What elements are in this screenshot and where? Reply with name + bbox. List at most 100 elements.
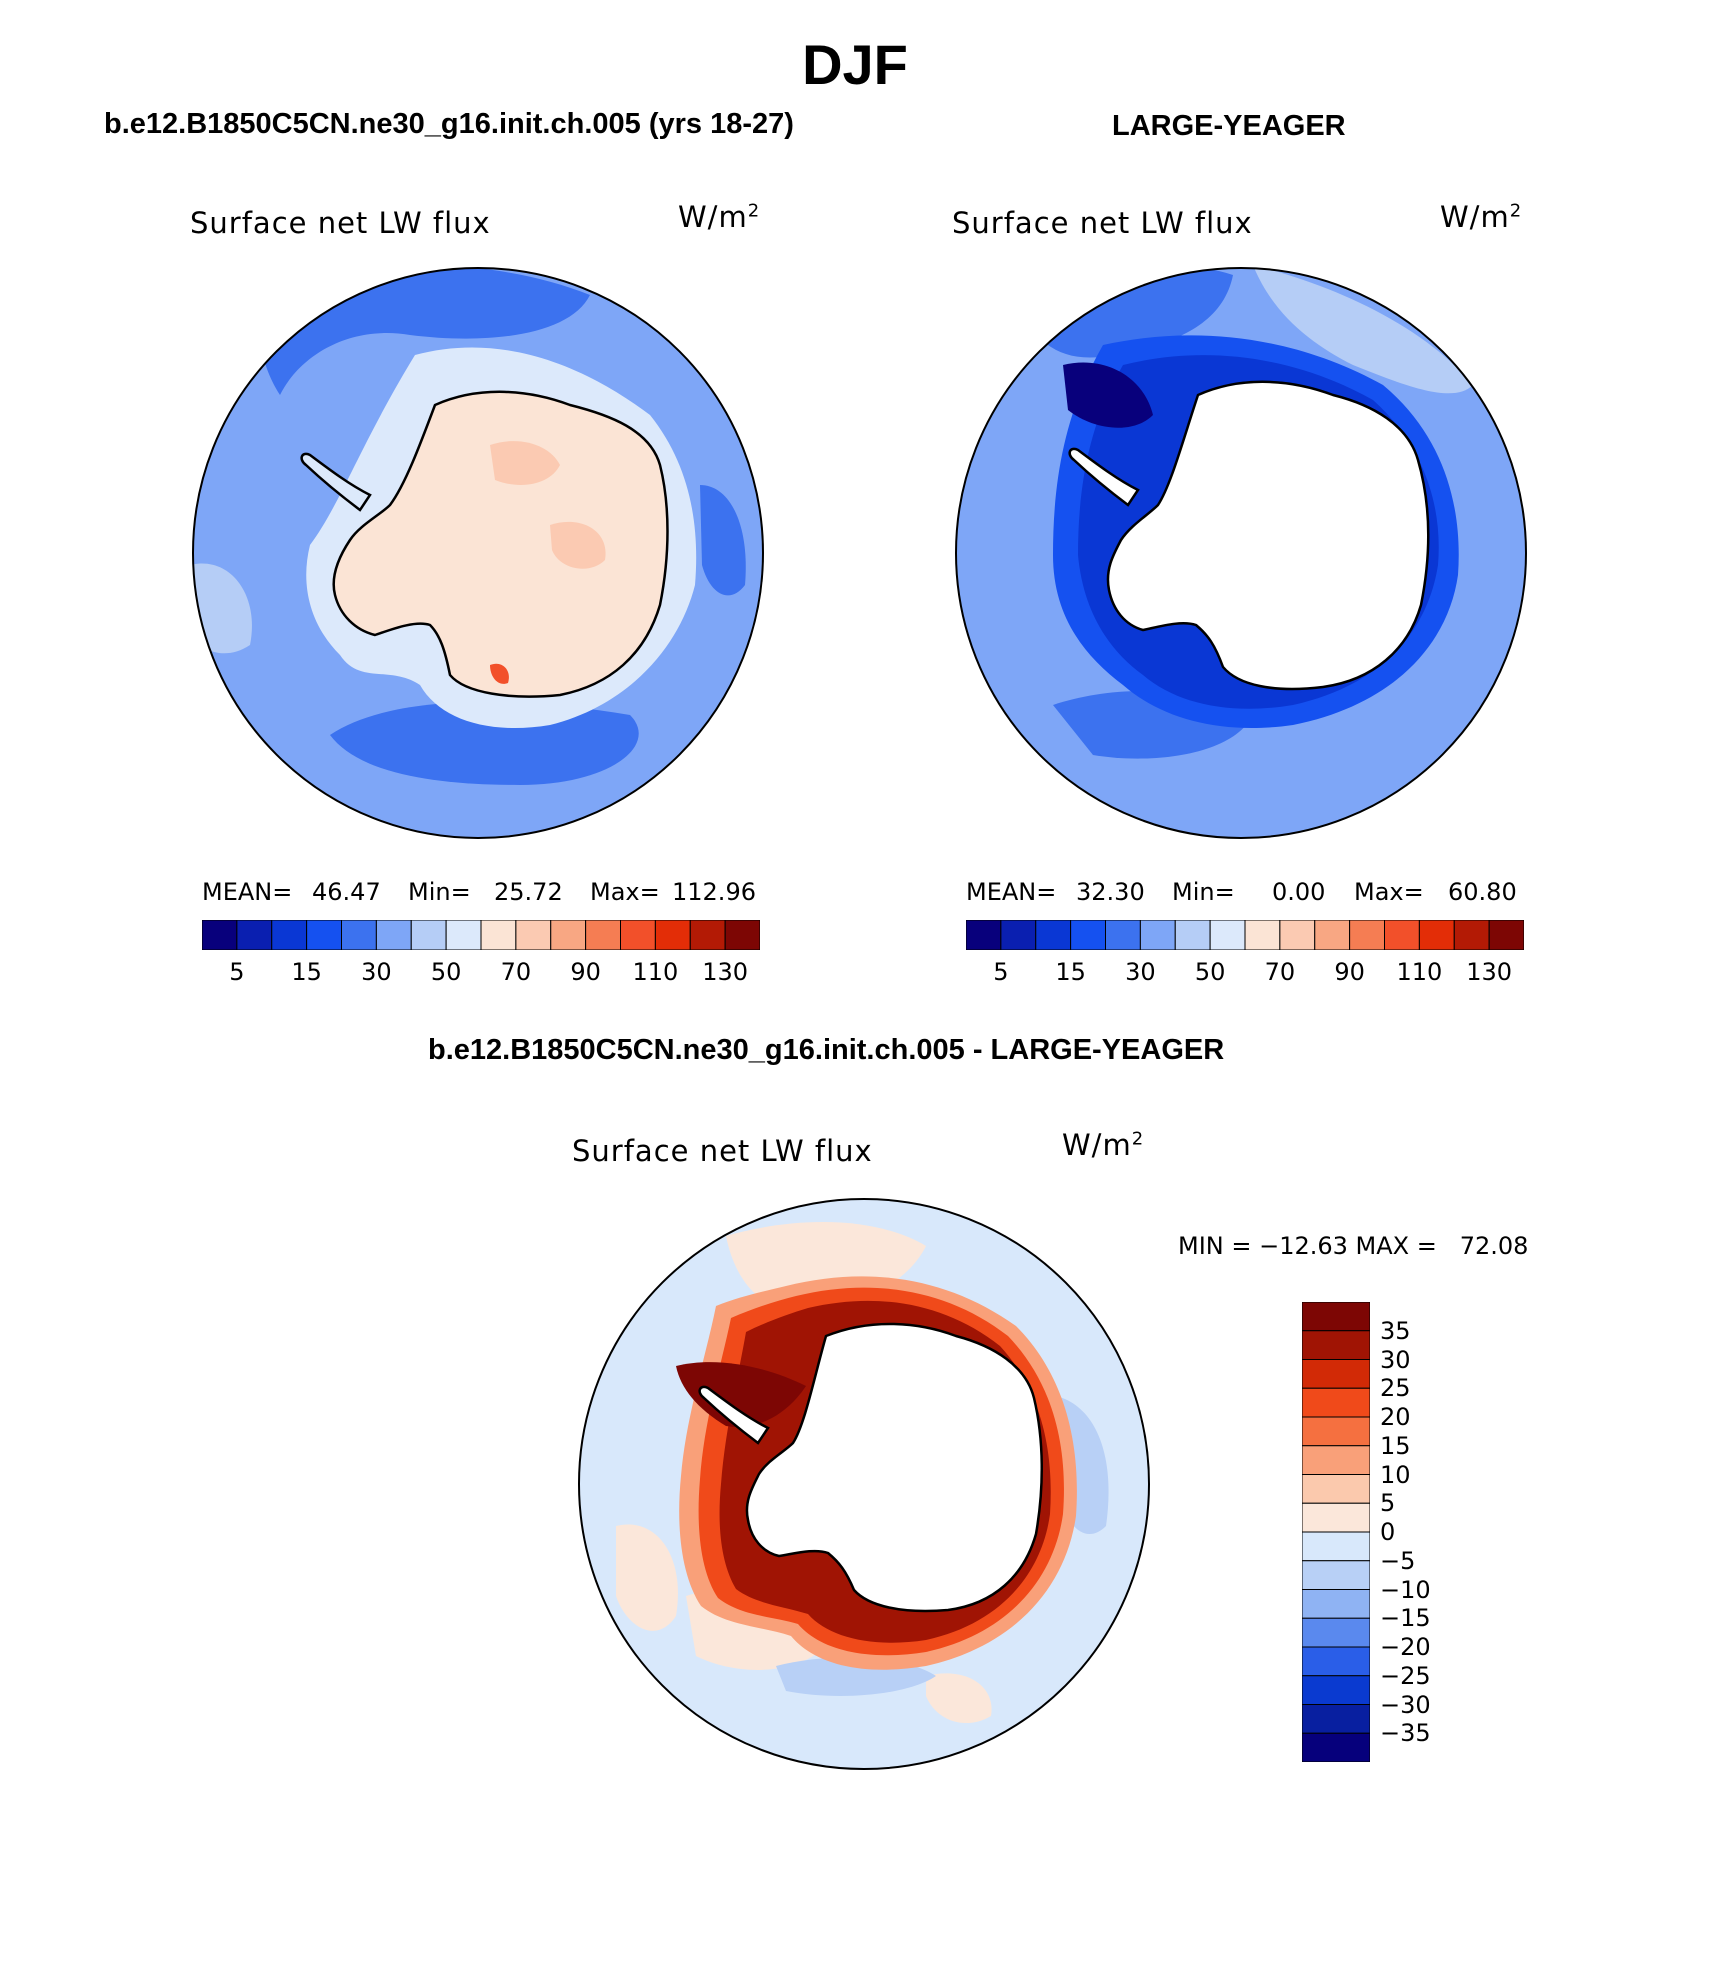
panel2-colorbar-swatch [1000,920,1037,950]
panel1-variable-label: Surface net LW flux [190,206,491,240]
panel3-header: b.e12.B1850C5CN.ne30_g16.init.ch.005 - L… [428,1034,1225,1066]
panel2-colorbar-swatch [1384,920,1420,950]
panel1-colorbar-tick-label: 110 [632,958,679,986]
panel3-colorbar-tick-label: 35 [1380,1316,1411,1345]
panel2-colorbar-tick-label: 5 [993,958,1009,986]
panel2-antarctica [1106,380,1430,691]
panel3-colorbar-tick-label: 5 [1380,1489,1396,1518]
panel3-colorbar-swatch [1302,1531,1370,1562]
panel3-colorbar-tick-label: 20 [1380,1403,1411,1431]
panel2-header: LARGE-YEAGER [1112,110,1346,142]
panel2-mean-value: 32.30 [1076,878,1145,906]
panel3-colorbar-ticks: 35 30 25 20 15 10 5 0 −5 −10 −15 −20 −25 −30 −35 [1380,1302,1460,1762]
panel1-colorbar-tick-label: 50 [430,958,462,986]
panel2-colorbar-swatch [1244,920,1281,950]
panel1-header: b.e12.B1850C5CN.ne30_g16.init.ch.005 (yr… [104,108,794,140]
panel3-colorbar-swatch [1302,1675,1370,1705]
panel2-colorbar-swatch [1174,920,1211,950]
panel2-colorbar-swatch [1488,920,1524,950]
panel1-antarctica [332,390,669,698]
panel1-mean-label: MEAN= [202,878,293,906]
panel3-antarctica [745,1322,1043,1613]
panel2-colorbar-tick-label: 50 [1194,958,1226,986]
panel3-colorbar-swatch [1302,1732,1370,1762]
panel3-colorbar-tick-label: −5 [1380,1546,1416,1575]
panel3-colorbar-swatch [1302,1330,1370,1360]
panel3-colorbar-swatch [1302,1502,1370,1533]
panel3-colorbar-tick-label: 15 [1380,1431,1411,1460]
panel1-band-east [700,485,746,596]
panel3-colorbar-tick-label: −30 [1380,1690,1431,1719]
panel3-minmax-label: MIN = −12.63 MAX = 72.08 [1178,1232,1529,1260]
panel3-colorbar-tick-label: −20 [1380,1633,1431,1661]
panel2-colorbar [966,920,1524,950]
panel1-colorbar-tick-label: 15 [291,958,322,986]
figure-title: DJF [802,33,908,96]
panel1-colorbar-swatch [620,920,656,950]
panel3-warm-southwest [616,1524,678,1631]
panel3-colorbar-swatch [1302,1617,1370,1648]
panel2-max-label: Max= [1354,878,1424,906]
panel1-colorbar-swatch [724,920,760,950]
panel2-colorbar-tick-label: 70 [1264,958,1296,986]
panel3-polar-map [578,1198,1150,1770]
panel1-colorbar-swatch [515,920,552,950]
panel2-max-value: 60.80 [1448,878,1517,906]
panel1-max-value: 112.96 [672,878,756,906]
panel3-colorbar [1302,1302,1370,1762]
panel2-units-label: W/m2 [1440,200,1523,234]
panel1-colorbar-swatch [271,920,308,950]
panel3-colorbar-swatch [1302,1302,1370,1332]
panel2-colorbar-tick-label: 90 [1334,958,1365,986]
panel1-polar-map [192,267,764,839]
panel1-colorbar-swatch [480,920,517,950]
panel3-colorbar-swatch [1302,1416,1370,1447]
panel1-band-west [193,563,252,654]
panel3-colorbar-tick-label: 10 [1380,1460,1411,1489]
panel3-colorbar-swatch [1302,1589,1370,1619]
panel3-colorbar-tick-label: 25 [1380,1374,1411,1403]
panel3-colorbar-swatch [1302,1445,1370,1475]
panel2-dark-pocket [1063,362,1153,428]
panel1-colorbar-swatch [306,920,342,950]
panel2-colorbar-swatch [1035,920,1072,950]
panel3-peninsula [698,1385,770,1445]
panel3-colorbar-tick-label: −10 [1380,1575,1431,1604]
panel2-colorbar-swatch [1209,920,1246,950]
panel2-colorbar-swatch [1453,920,1490,950]
panel3-colorbar-swatch [1302,1646,1370,1677]
panel3-colorbar-swatch [1302,1359,1370,1389]
panel1-colorbar-swatch [445,920,482,950]
panel1-colorbar-swatch [341,920,377,950]
panel3-colorbar-tick-label: −15 [1380,1604,1431,1633]
panel2-min-value: 0.00 [1272,878,1326,906]
panel1-colorbar-tick-label: 5 [229,958,245,986]
panel2-colorbar-tick-label: 15 [1055,958,1086,986]
panel1-units-label: W/m2 [678,200,761,234]
panel1-colorbar-swatch [375,920,412,950]
panel1-colorbar-tick-label: 30 [361,958,392,986]
panel2-colorbar-ticks: 5 15 30 50 70 90 110 130 [966,958,1524,988]
panel2-colorbar-swatch [1314,920,1351,950]
panel3-colorbar-tick-label: 30 [1380,1345,1411,1374]
panel1-mean-value: 46.47 [312,878,381,906]
panel3-colorbar-swatch [1302,1560,1370,1590]
panel3-units-label: W/m2 [1062,1128,1145,1162]
panel1-colorbar [202,920,760,950]
panel1-min-value: 25.72 [494,878,563,906]
panel2-colorbar-swatch [1418,920,1455,950]
panel3-colorbar-swatch [1302,1474,1370,1504]
panel1-colorbar-swatch [654,920,691,950]
panel3-colorbar-tick-label: −35 [1380,1719,1431,1748]
panel1-colorbar-swatch [585,920,621,950]
panel2-colorbar-swatch [1105,920,1141,950]
panel2-colorbar-swatch [1349,920,1385,950]
panel1-max-label: Max= [590,878,660,906]
panel3-colorbar-tick-label: −25 [1380,1661,1431,1690]
panel2-colorbar-swatch [1139,920,1176,950]
panel1-warm-patch [490,441,560,485]
panel1-colorbar-tick-label: 90 [570,958,601,986]
panel1-warm-patch-2 [550,521,606,569]
panel2-colorbar-tick-label: 30 [1125,958,1156,986]
panel1-min-label: Min= [408,878,471,906]
